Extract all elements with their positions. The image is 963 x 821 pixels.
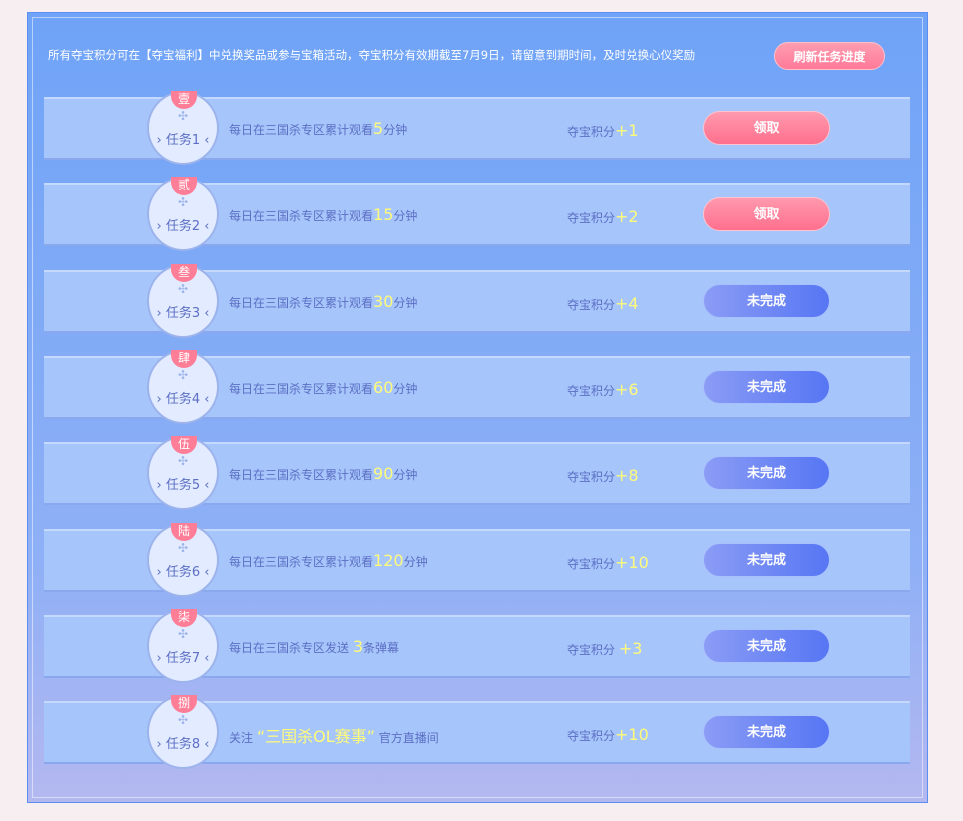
task-medallion: 叁 ✣ › 任务3 ‹ [147, 263, 219, 338]
ornament-icon: ✣ [177, 540, 189, 555]
task-reward: 夺宝积分+2 [567, 207, 639, 227]
incomplete-button[interactable]: 未完成 [703, 628, 830, 663]
ornament-icon: ✣ [177, 367, 189, 382]
task-number-badge: 贰 [171, 177, 197, 196]
claim-button[interactable]: 领取 [703, 111, 830, 145]
incomplete-button[interactable]: 未完成 [703, 542, 830, 577]
task-name: › 任务7 ‹ [156, 650, 210, 666]
task-medallion: 柒 ✣ › 任务7 ‹ [147, 608, 219, 683]
task-description: 每日在三国杀专区累计观看90分钟 [229, 464, 418, 484]
task-name: › 任务4 ‹ [156, 391, 210, 407]
task-number-badge: 陆 [171, 522, 197, 541]
task-reward: 夺宝积分+8 [567, 466, 639, 486]
task-description: 每日在三国杀专区累计观看30分钟 [229, 291, 418, 311]
task-medallion: 捌 ✣ › 任务8 ‹ [147, 695, 219, 770]
task-number-badge: 柒 [171, 608, 197, 627]
task-name: › 任务8 ‹ [156, 737, 210, 753]
task-reward: 夺宝积分 +3 [567, 638, 643, 658]
task-reward: 夺宝积分+10 [567, 552, 649, 572]
task-description: 关注 “三国杀OL赛事” 官方直播间 [229, 727, 439, 747]
task-description: 每日在三国杀专区发送 3条弹幕 [229, 636, 400, 656]
task-medallion: 伍 ✣ › 任务5 ‹ [147, 436, 219, 511]
task-number-badge: 肆 [171, 349, 197, 368]
task-number-badge: 捌 [171, 695, 197, 714]
task-name: › 任务1 ‹ [156, 133, 210, 148]
task-medallion: 壹 ✣ › 任务1 ‹ [147, 91, 219, 165]
task-name: › 任务2 ‹ [156, 219, 210, 235]
task-name: › 任务3 ‹ [156, 305, 210, 321]
task-medallion: 贰 ✣ › 任务2 ‹ [147, 177, 219, 252]
ornament-icon: ✣ [177, 626, 189, 641]
claim-button[interactable]: 领取 [703, 197, 830, 232]
task-number-badge: 伍 [171, 436, 197, 455]
refresh-progress-button[interactable]: 刷新任务进度 [774, 42, 885, 70]
task-name: › 任务5 ‹ [156, 478, 210, 494]
task-reward: 夺宝积分+4 [567, 293, 639, 313]
ornament-icon: ✣ [177, 109, 189, 123]
task-reward: 夺宝积分+6 [567, 379, 639, 399]
ornament-icon: ✣ [177, 454, 189, 469]
incomplete-button[interactable]: 未完成 [703, 283, 830, 318]
task-reward: 夺宝积分+10 [567, 725, 649, 745]
task-number-badge: 壹 [171, 91, 197, 109]
task-description: 每日在三国杀专区累计观看5分钟 [229, 119, 408, 138]
task-number-badge: 叁 [171, 263, 197, 282]
task-description: 每日在三国杀专区累计观看60分钟 [229, 377, 418, 397]
incomplete-button[interactable]: 未完成 [703, 369, 830, 404]
task-description: 每日在三国杀专区累计观看120分钟 [229, 550, 428, 570]
incomplete-button[interactable]: 未完成 [703, 715, 830, 750]
notice-text: 所有夺宝积分可在【夺宝福利】中兑换奖品或参与宝箱活动，夺宝积分有效期截至7月9日… [48, 48, 696, 62]
ornament-icon: ✣ [177, 281, 189, 296]
ornament-icon: ✣ [177, 713, 189, 728]
incomplete-button[interactable]: 未完成 [703, 456, 830, 491]
task-name: › 任务6 ‹ [156, 564, 210, 580]
task-medallion: 肆 ✣ › 任务4 ‹ [147, 349, 219, 424]
task-medallion: 陆 ✣ › 任务6 ‹ [147, 522, 219, 597]
ornament-icon: ✣ [177, 195, 189, 210]
task-description: 每日在三国杀专区累计观看15分钟 [229, 205, 418, 225]
task-reward: 夺宝积分+1 [567, 121, 639, 140]
